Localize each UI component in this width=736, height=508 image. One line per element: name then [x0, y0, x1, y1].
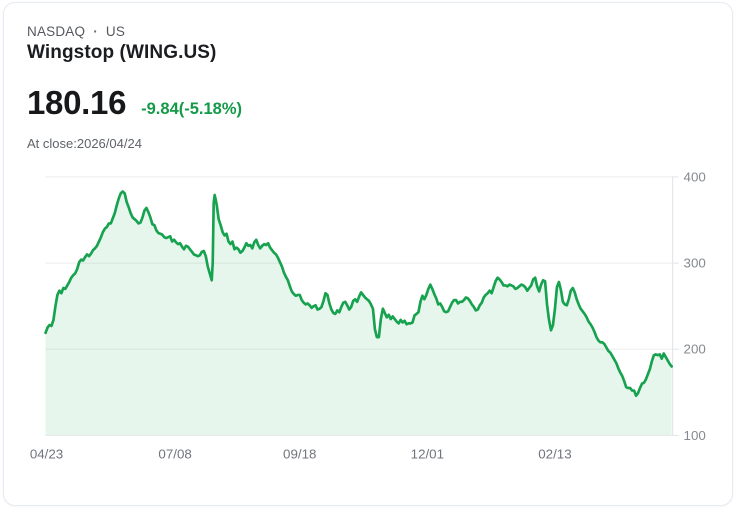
y-axis-label: 100: [684, 428, 706, 443]
x-axis-label: 12/01: [411, 447, 444, 462]
price-chart: 400 300 200 100 04/23 07/08 09/18 12/01 02/13: [4, 3, 732, 505]
x-axis-label: 04/23: [30, 447, 63, 462]
header: NASDAQ · US Wingstop (WING.US) 180.16 -9…: [4, 3, 732, 151]
x-axis-label: 07/08: [158, 447, 191, 462]
page-title: Wingstop (WING.US): [27, 42, 217, 63]
price-area: [45, 191, 672, 436]
x-axis-label: 09/18: [283, 447, 316, 462]
at-close-timestamp: At close:2026/04/24: [27, 136, 142, 151]
price-change: -9.84(-5.18%): [141, 100, 243, 118]
y-axis-label: 200: [684, 342, 706, 357]
y-axis-label: 300: [684, 256, 706, 271]
x-axis-label: 02/13: [538, 447, 571, 462]
y-axis-label: 400: [684, 169, 706, 184]
price-chart-svg[interactable]: 400 300 200 100 04/23 07/08 09/18 12/01 02/13: [4, 3, 732, 505]
separator-dot: ·: [93, 24, 98, 39]
last-price: 180.16: [27, 84, 127, 121]
region-label: US: [105, 24, 126, 39]
exchange-label: NASDAQ: [27, 24, 86, 39]
exchange-meta: NASDAQ · US: [27, 24, 709, 39]
stock-quote-card: NASDAQ · US Wingstop (WING.US) 180.16 -9…: [3, 2, 733, 506]
price-line: [44, 190, 673, 398]
price-row: 180.16 -9.84(-5.18%): [27, 86, 709, 119]
